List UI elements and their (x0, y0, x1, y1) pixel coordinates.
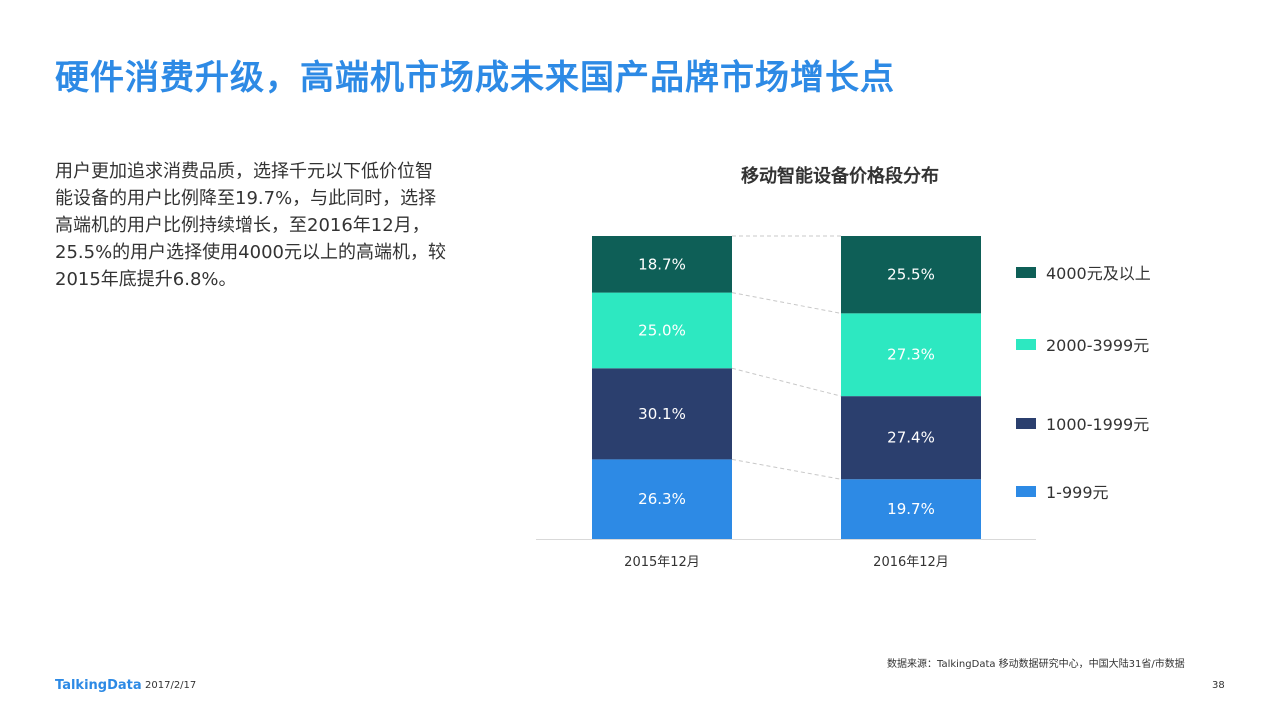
connector-line (731, 292, 842, 314)
connector-line (731, 458, 842, 480)
bar-segment (592, 236, 732, 293)
legend-label: 4000元及以上 (1046, 264, 1151, 283)
bar-segment (841, 479, 981, 539)
legend-label: 1-999元 (1046, 483, 1109, 502)
legend-swatch (1016, 338, 1036, 350)
talkingdata-logo: TalkingData (55, 678, 142, 693)
data-label: 27.3% (887, 346, 935, 364)
data-label: 19.7% (887, 500, 935, 518)
data-label: 25.0% (638, 321, 686, 339)
bar-segment (841, 236, 981, 314)
connector-line (731, 367, 842, 397)
footer-date: 2017/2/17 (145, 680, 197, 691)
chart-title: 移动智能设备价格段分布 (741, 166, 939, 187)
data-label: 25.5% (887, 266, 935, 284)
bar-segment (841, 313, 981, 397)
legend-item: 1000-1999元 (1016, 411, 1149, 435)
data-label: 30.1% (638, 405, 686, 423)
legend-swatch (1016, 485, 1036, 497)
data-source: 数据来源：TalkingData 移动数据研究中心，中国大陆31省/市数据 (887, 659, 1185, 670)
page-number: 38 (1212, 680, 1225, 691)
x-tick-label: 2016年12月 (873, 555, 949, 570)
bar-segment (592, 459, 732, 539)
legend-swatch (1016, 266, 1036, 278)
data-label: 26.3% (638, 490, 686, 508)
legend-item: 1-999元 (1016, 479, 1109, 503)
legend-item: 4000元及以上 (1016, 260, 1151, 284)
legend-label: 1000-1999元 (1046, 415, 1150, 434)
legend-label: 2000-3999元 (1046, 336, 1150, 355)
bar-segment (592, 292, 732, 369)
bar-segment (592, 368, 732, 460)
page-title: 硬件消费升级，高端机市场成未来国产品牌市场增长点 (55, 58, 895, 98)
legend-item: 2000-3999元 (1016, 332, 1149, 356)
legend-swatch (1016, 417, 1036, 429)
data-label: 27.4% (887, 429, 935, 447)
bar-segment (841, 396, 981, 480)
body-text: 用户更加追求消费品质，选择千元以下低价位智能设备的用户比例降至19.7%，与此同… (55, 161, 446, 290)
data-label: 18.7% (638, 255, 686, 273)
x-tick-label: 2015年12月 (624, 555, 700, 570)
